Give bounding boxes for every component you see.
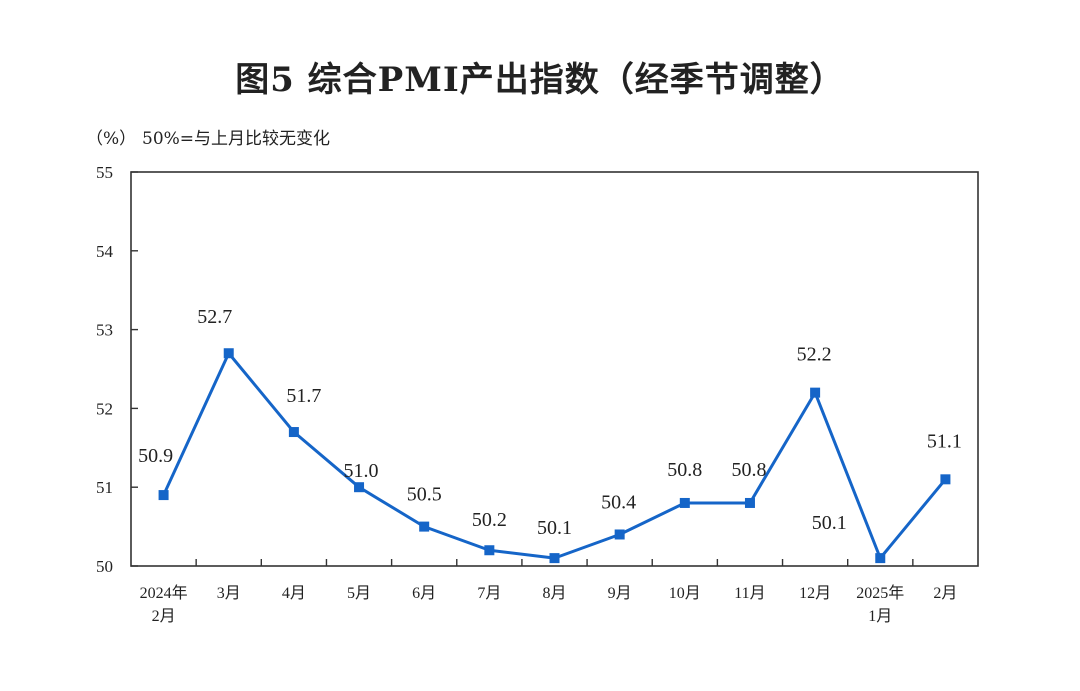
data-point — [288, 427, 299, 438]
data-label: 51.1 — [927, 430, 962, 452]
y-tick-label: 52 — [96, 399, 113, 418]
data-point — [810, 387, 821, 398]
data-label: 50.2 — [472, 509, 507, 531]
data-point — [158, 490, 169, 501]
y-axis-unit: （%） — [86, 129, 137, 149]
y-tick-label: 54 — [96, 242, 114, 261]
chart-title: 图5 综合PMI产出指数（经季节调整） — [235, 60, 845, 100]
y-tick-label: 53 — [96, 321, 113, 340]
data-label: 52.2 — [797, 344, 832, 366]
data-label: 50.8 — [731, 459, 766, 481]
x-tick-label: 2月 — [152, 608, 176, 625]
x-tick-label: 1月 — [868, 608, 892, 625]
data-point — [940, 474, 951, 485]
data-point — [484, 545, 495, 556]
x-tick-label: 8月 — [542, 585, 566, 602]
x-tick-label: 2月 — [933, 585, 957, 602]
data-point — [875, 553, 886, 564]
x-tick-label: 9月 — [608, 585, 632, 602]
x-tick-label: 3月 — [217, 585, 241, 602]
y-tick-label: 50 — [96, 557, 113, 576]
data-point — [614, 529, 625, 540]
plot-frame — [130, 171, 979, 567]
x-tick-label: 2025年 — [856, 584, 904, 602]
data-point — [549, 553, 560, 564]
y-tick-label: 51 — [96, 478, 113, 497]
data-label: 51.7 — [286, 385, 321, 407]
y-tick-label: 55 — [96, 163, 113, 182]
chart-annotation: 50%=与上月比较无变化 — [142, 129, 331, 149]
data-label: 50.1 — [537, 517, 572, 539]
data-point — [223, 348, 234, 359]
x-tick-label: 5月 — [347, 585, 371, 602]
data-label: 50.9 — [138, 445, 173, 467]
x-tick-label: 7月 — [477, 585, 501, 602]
data-point — [744, 497, 755, 508]
data-label: 50.8 — [667, 459, 702, 481]
data-point — [354, 482, 365, 493]
data-label: 52.7 — [197, 306, 232, 328]
x-tick-label: 2024年 — [140, 584, 188, 602]
data-label: 50.5 — [407, 484, 442, 506]
data-label: 50.1 — [812, 512, 847, 534]
data-label: 50.4 — [601, 491, 636, 513]
data-label: 51.0 — [344, 460, 379, 482]
x-tick-label: 11月 — [734, 585, 765, 602]
data-point — [419, 521, 430, 532]
x-tick-label: 12月 — [799, 585, 831, 602]
x-tick-label: 10月 — [669, 585, 701, 602]
x-tick-label: 6月 — [412, 585, 436, 602]
x-tick-label: 4月 — [282, 585, 306, 602]
data-point — [679, 497, 690, 508]
